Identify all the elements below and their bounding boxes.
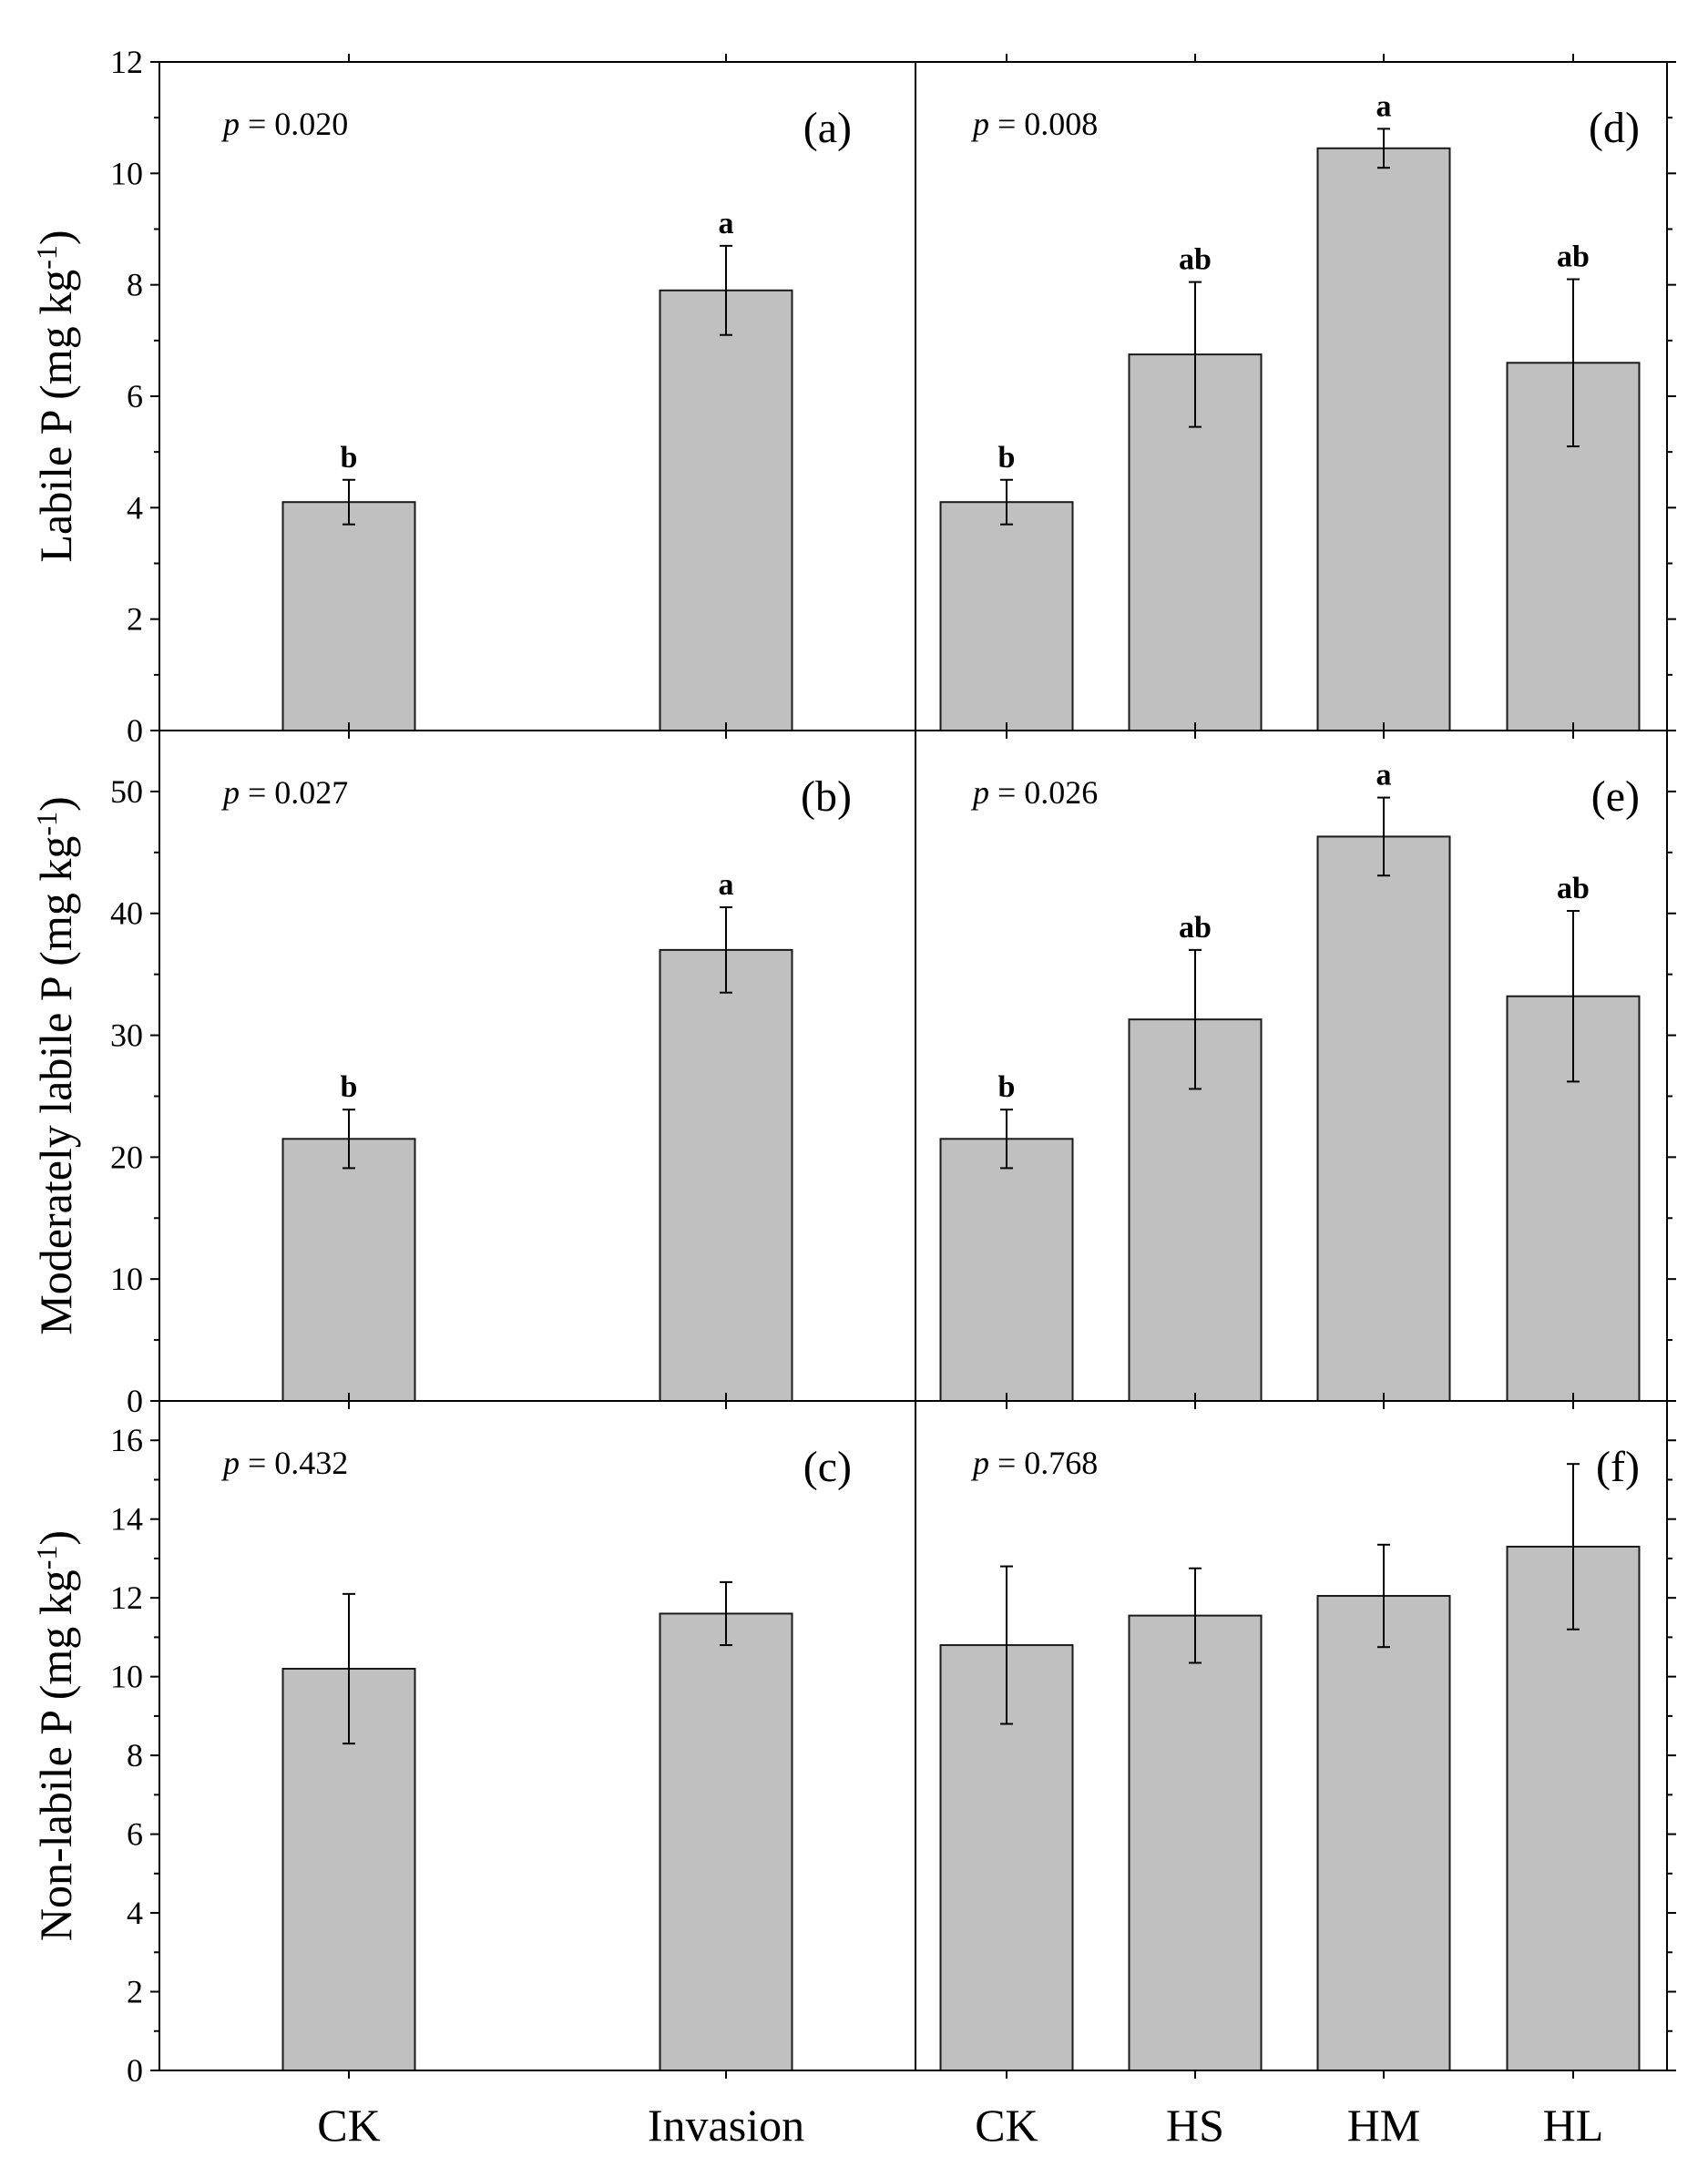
y-tick-label: 50 — [110, 773, 143, 810]
panel-label-a: (a) — [803, 104, 852, 152]
significance-letter: ab — [1557, 240, 1590, 274]
panel-f: p = 0.768 (f) CK HS HM HL — [915, 1393, 1676, 2151]
y-tick-label: 12 — [110, 1579, 143, 1616]
y-tick-label: 4 — [127, 489, 143, 526]
panel-d: b ab a ab p = 0.008 (d) — [915, 54, 1676, 739]
y-tick-label: 8 — [127, 267, 143, 303]
y-axis-label-text: Non-labile P (mg kg — [30, 1569, 81, 1941]
p-value-a: p = 0.020 — [220, 106, 348, 142]
significance-letter: b — [998, 441, 1016, 475]
p-value-number: = 0.020 — [240, 106, 348, 142]
p-value-f: p = 0.768 — [970, 1445, 1098, 1481]
y-tick-label: 2 — [127, 1974, 143, 2010]
x-category-label: Invasion — [648, 2100, 804, 2151]
p-value-number: = 0.768 — [989, 1445, 1098, 1481]
y-tick-label: 2 — [127, 601, 143, 638]
y-tick-label: 0 — [127, 1383, 143, 1419]
p-value-e: p = 0.026 — [970, 774, 1098, 811]
panel-b: b a 0 10 20 30 40 50 p = 0.027 (b) Moderately labi… — [30, 722, 916, 1419]
panel-label-e: (e) — [1591, 772, 1640, 821]
x-category-label: CK — [317, 2100, 380, 2151]
y-axis-label-close: ) — [30, 1530, 81, 1546]
significance-letter: ab — [1179, 243, 1212, 277]
bar-e-ck — [939, 1138, 1074, 1402]
significance-letter: b — [998, 1070, 1016, 1104]
p-value-number: = 0.026 — [989, 774, 1098, 811]
p-symbol: p — [220, 774, 240, 811]
p-symbol: p — [970, 1445, 989, 1481]
p-value-c: p = 0.432 — [220, 1445, 348, 1481]
bar-a-ck — [281, 501, 416, 732]
y-axis-label-c: Non-labile P (mg kg-1) — [30, 1530, 81, 1941]
p-symbol: p — [220, 106, 240, 142]
bar-c-invasion — [659, 1612, 793, 2071]
significance-letter: a — [719, 207, 734, 240]
y-tick-label: 16 — [110, 1422, 143, 1458]
bar-d-hm — [1316, 147, 1451, 731]
y-tick-label: 6 — [127, 378, 143, 414]
panel-frame-f — [915, 1400, 1668, 2071]
significance-letter: b — [341, 1070, 358, 1104]
bar-a-invasion — [659, 289, 793, 731]
y-axis-label-superscript: -1 — [30, 245, 63, 270]
y-tick-label: 12 — [110, 44, 143, 80]
y-axis-label-text: Labile P (mg kg — [30, 270, 81, 563]
bar-d-ck — [939, 501, 1074, 732]
panel-a: b a 0 2 4 6 8 10 12 p = 0.020 (a) Labile P (mg kg-1… — [30, 44, 916, 749]
bar-e-hm — [1316, 835, 1451, 1402]
x-category-label: HS — [1166, 2100, 1224, 2151]
y-tick-label: 6 — [127, 1816, 143, 1853]
significance-letter: b — [341, 441, 358, 475]
bar-b-ck — [281, 1138, 416, 1402]
p-value-b: p = 0.027 — [220, 774, 348, 811]
panel-frame-c — [159, 1400, 916, 2071]
p-symbol: p — [970, 774, 989, 811]
x-category-label: CK — [975, 2100, 1038, 2151]
significance-letter: ab — [1179, 911, 1212, 945]
y-tick-label: 0 — [127, 2052, 143, 2089]
p-value-number: = 0.027 — [240, 774, 348, 811]
significance-letter: a — [1376, 759, 1392, 792]
p-symbol: p — [220, 1445, 240, 1481]
y-tick-label: 0 — [127, 712, 143, 749]
panel-frame-b — [159, 730, 916, 1402]
bar-b-invasion — [659, 948, 793, 1402]
panel-label-d: (d) — [1589, 104, 1640, 152]
bar-f-hm — [1316, 1595, 1451, 2071]
panel-c: 0 2 4 6 8 10 12 14 16 p = 0.432 (c) Non-labile P (m… — [30, 1393, 916, 2151]
y-axis-label-superscript: -1 — [30, 1546, 63, 1570]
y-tick-label: 30 — [110, 1017, 143, 1054]
significance-letter: a — [1376, 89, 1392, 123]
y-axis-label-a: Labile P (mg kg-1) — [30, 230, 81, 562]
y-axis-label-close: ) — [30, 230, 81, 245]
y-tick-label: 8 — [127, 1737, 143, 1773]
bar-f-hl — [1506, 1545, 1641, 2071]
p-value-number: = 0.432 — [240, 1445, 348, 1481]
panel-label-b: (b) — [801, 772, 852, 821]
panel-e: b ab a ab p = 0.026 (e) — [915, 722, 1676, 1409]
y-axis-label-b: Moderately labile P (mg kg-1) — [30, 796, 81, 1334]
y-tick-label: 40 — [110, 895, 143, 932]
panel-label-f: (f) — [1596, 1443, 1640, 1491]
p-value-d: p = 0.008 — [970, 106, 1098, 142]
x-category-label: HM — [1347, 2100, 1421, 2151]
significance-letter: ab — [1557, 872, 1590, 905]
y-tick-label: 20 — [110, 1139, 143, 1175]
p-symbol: p — [970, 106, 989, 142]
y-tick-label: 10 — [110, 155, 143, 191]
y-tick-label: 10 — [110, 1659, 143, 1695]
panel-label-c: (c) — [803, 1443, 852, 1491]
significance-letter: a — [719, 868, 734, 902]
bar-f-hs — [1128, 1614, 1263, 2071]
x-category-label: HL — [1543, 2100, 1604, 2151]
y-tick-label: 14 — [110, 1501, 143, 1538]
p-value-number: = 0.008 — [989, 106, 1098, 142]
y-axis-label-close: ) — [30, 796, 81, 812]
y-axis-label-text: Moderately labile P (mg kg — [30, 836, 81, 1335]
y-tick-label: 10 — [110, 1261, 143, 1297]
y-tick-label: 4 — [127, 1895, 143, 1931]
panel-frame-a — [159, 61, 916, 731]
y-axis-label-superscript: -1 — [30, 812, 63, 836]
